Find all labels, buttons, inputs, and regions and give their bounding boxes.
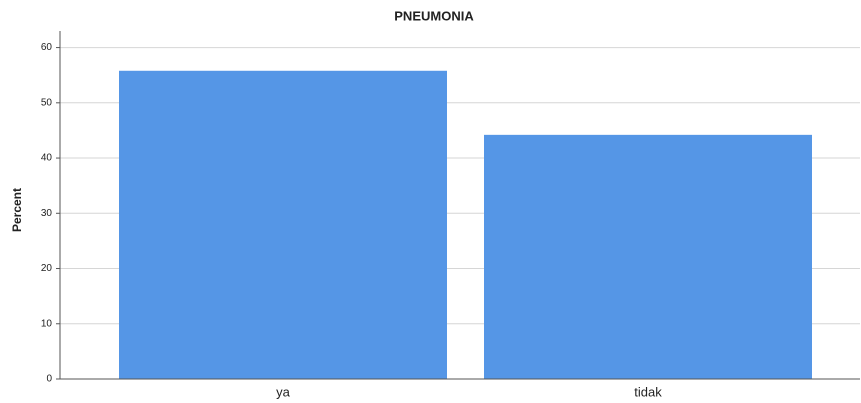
bar [119, 70, 447, 380]
x-tick-label: tidak [634, 384, 662, 399]
y-tick-label: 10 [41, 318, 53, 329]
y-tick-label: 40 [41, 153, 53, 164]
y-tick-label: 50 [41, 97, 53, 108]
chart-title: PNEUMONIA [394, 8, 474, 23]
y-axis-label: Percent [10, 188, 24, 232]
bar [484, 134, 812, 379]
y-tick-label: 0 [46, 374, 52, 385]
y-tick-label: 30 [41, 208, 53, 219]
y-tick-label: 20 [41, 263, 53, 274]
x-tick-label: ya [276, 384, 291, 399]
y-tick-label: 60 [41, 42, 53, 53]
